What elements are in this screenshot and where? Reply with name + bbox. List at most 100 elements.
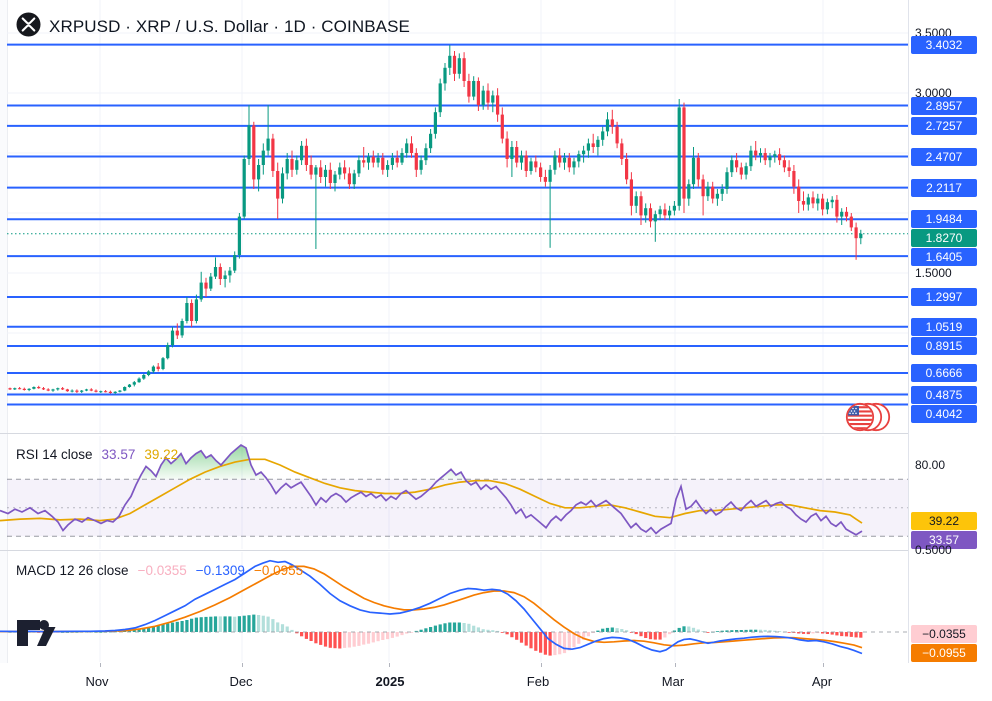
tradingview-logo[interactable]	[16, 618, 60, 653]
macd-line	[0, 559, 863, 655]
candle-body	[309, 165, 313, 175]
candle-body	[94, 390, 98, 392]
rsi-panel[interactable]	[0, 436, 908, 549]
candle-body	[524, 155, 528, 171]
histogram-bar	[840, 632, 844, 637]
candle-body	[529, 161, 533, 171]
left-gutter	[0, 0, 8, 663]
time-label-feb[interactable]: Feb	[526, 674, 550, 689]
histogram-bar	[720, 630, 724, 632]
histogram-bar	[496, 630, 500, 632]
candle-body	[237, 216, 241, 255]
histogram-bar	[725, 630, 729, 632]
histogram-bar	[419, 629, 423, 632]
macd-title[interactable]: MACD 12 26 close	[16, 563, 129, 578]
time-label-dec[interactable]: Dec	[229, 674, 253, 689]
candle-body	[414, 153, 418, 170]
candle-body	[204, 282, 208, 289]
candle-body	[190, 303, 194, 321]
candle-body	[261, 150, 265, 165]
candle-body	[782, 160, 786, 168]
candle-body	[438, 83, 442, 113]
time-axis-tick	[541, 663, 542, 667]
candle-body	[84, 389, 89, 391]
candle-body	[371, 156, 375, 163]
histogram-bar	[438, 624, 442, 632]
histogram-bar	[539, 632, 543, 653]
time-axis-tick	[675, 663, 676, 667]
histogram-bar	[343, 632, 347, 648]
candle-body	[806, 197, 810, 205]
candle-body	[668, 210, 672, 216]
macd-panel[interactable]	[0, 552, 908, 662]
macd-hist-value: −0.0355	[137, 563, 187, 578]
candle-body	[32, 387, 36, 389]
candle-body	[615, 126, 619, 144]
histogram-bar	[65, 632, 69, 633]
candle-body	[266, 138, 270, 151]
symbol-title[interactable]: XRPUSD · XRP / U.S. Dollar · 1D · COINBA…	[49, 17, 410, 36]
candle-body	[844, 211, 849, 217]
histogram-bar	[467, 623, 471, 632]
histogram-bar	[280, 624, 285, 632]
candle-body	[677, 107, 681, 206]
candle-body	[591, 143, 595, 147]
candle-body	[80, 390, 84, 392]
candle-body	[448, 55, 452, 68]
candle-body	[328, 169, 332, 183]
time-label-apr[interactable]: Apr	[811, 674, 833, 689]
main-chart-panel[interactable]	[0, 0, 908, 433]
candle-body	[65, 389, 69, 392]
macd-axis-tick: 0.5000	[915, 543, 952, 557]
candle-body	[209, 276, 213, 289]
panel-separator[interactable]	[0, 550, 992, 551]
histogram-bar	[142, 628, 146, 632]
histogram-bar	[682, 626, 686, 632]
candle-body	[343, 167, 347, 174]
candle-body	[653, 214, 657, 222]
price-level-badge: 0.4042	[911, 404, 977, 423]
histogram-bar	[787, 632, 791, 633]
candle-body	[696, 157, 700, 180]
macd-signal-badge: −0.0955	[911, 644, 977, 662]
histogram-bar	[515, 632, 519, 640]
histogram-bar	[816, 632, 820, 634]
histogram-bar	[524, 632, 528, 646]
candle-body	[481, 90, 485, 105]
histogram-bar	[476, 627, 480, 632]
rsi-line	[0, 443, 863, 536]
histogram-bar	[639, 632, 643, 637]
us-flag-icon[interactable]	[845, 401, 891, 438]
macd-signal-line	[0, 565, 863, 649]
candle-body	[778, 154, 782, 161]
histogram-bar	[634, 632, 638, 635]
histogram-bar	[778, 631, 782, 632]
price-level-badge: 2.2117	[911, 178, 977, 197]
histogram-bar	[668, 632, 672, 635]
histogram-bar	[429, 627, 433, 632]
candle-body	[639, 196, 643, 216]
candle-body	[768, 156, 772, 161]
price-axis[interactable]: 3.5000 3.0000 1.5000 3.4032 2.8957 2.7257 2.47…	[908, 0, 992, 663]
histogram-bar	[295, 632, 299, 634]
candle-body	[515, 147, 519, 163]
time-axis[interactable]: Nov Dec 2025 Feb Mar Apr	[0, 663, 992, 701]
histogram-bar	[194, 617, 198, 632]
histogram-bar	[314, 632, 318, 644]
candle-body	[744, 166, 748, 175]
time-label-2025[interactable]: 2025	[375, 674, 405, 689]
histogram-bar	[505, 632, 509, 635]
histogram-bar	[749, 629, 753, 632]
time-label-nov[interactable]: Nov	[85, 674, 109, 689]
candle-body	[553, 155, 557, 170]
candle-body	[170, 330, 175, 345]
rsi-title[interactable]: RSI 14 close	[16, 447, 93, 462]
panel-separator[interactable]	[0, 433, 992, 434]
time-label-mar[interactable]: Mar	[661, 674, 685, 689]
candle-body	[319, 167, 323, 177]
candle-body	[763, 153, 767, 161]
candle-body	[735, 160, 739, 168]
candle-body	[605, 119, 610, 132]
histogram-bar	[175, 621, 179, 632]
histogram-bar	[773, 630, 777, 632]
